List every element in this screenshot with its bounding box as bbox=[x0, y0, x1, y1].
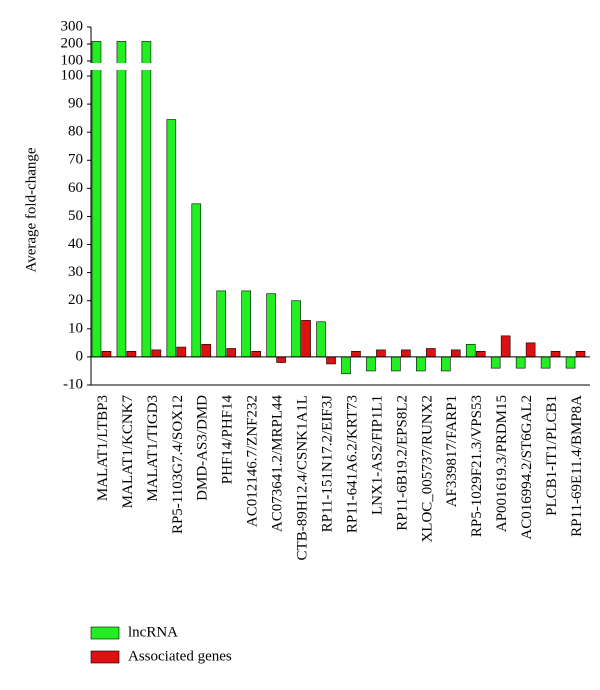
bar bbox=[440, 356, 451, 372]
x-tick-label: RP5-1029F21.3/VPS53 bbox=[469, 395, 485, 537]
bar bbox=[450, 349, 461, 358]
x-tick-label: RP11-151N17.2/EIF3J bbox=[319, 395, 335, 533]
bar bbox=[416, 356, 426, 372]
y-tick-label: 100 bbox=[61, 67, 84, 83]
bar bbox=[241, 290, 251, 358]
x-tick-label: DMD-AS3/DMD bbox=[195, 395, 211, 501]
bar bbox=[176, 346, 187, 358]
y-tick-label: 70 bbox=[68, 152, 83, 168]
bar bbox=[216, 290, 227, 358]
y-axis-label: Average fold-change bbox=[23, 147, 39, 272]
legend-label: lncRNA bbox=[128, 624, 178, 640]
bar bbox=[341, 356, 351, 375]
legend-swatch bbox=[90, 650, 120, 664]
bar bbox=[276, 356, 286, 363]
bar bbox=[266, 293, 276, 358]
y-tick-label: 100 bbox=[61, 52, 84, 68]
bar bbox=[525, 342, 536, 358]
bar bbox=[91, 41, 102, 358]
y-tick-label: 50 bbox=[68, 208, 83, 224]
y-tick-label: -10 bbox=[63, 376, 83, 392]
y-tick-label: 200 bbox=[61, 35, 84, 51]
bar bbox=[401, 349, 411, 358]
bar bbox=[490, 356, 501, 369]
x-tick-label: AC073641.2/MRPL44 bbox=[270, 395, 286, 533]
bar bbox=[166, 119, 177, 358]
bar bbox=[141, 41, 152, 358]
x-tick-label: RP11-641A6.2/KRT73 bbox=[344, 395, 360, 533]
x-tick-label: XLOC_005737/RUNX2 bbox=[419, 395, 435, 543]
axis-break bbox=[85, 63, 590, 70]
bar bbox=[301, 320, 311, 358]
bar bbox=[366, 356, 376, 372]
bar bbox=[201, 343, 212, 358]
bar bbox=[565, 356, 576, 369]
y-tick-label: 90 bbox=[68, 96, 83, 112]
x-tick-label: MALAT1/KCNK7 bbox=[120, 395, 136, 509]
y-tick-label: 80 bbox=[68, 124, 83, 140]
legend-swatch bbox=[90, 626, 120, 640]
bar bbox=[326, 356, 336, 365]
bar bbox=[550, 350, 561, 358]
y-tick-label: 40 bbox=[68, 236, 83, 252]
y-tick-label: 300 bbox=[61, 18, 84, 34]
x-tick-label: RP11-6B19.2/EPS8L2 bbox=[394, 395, 410, 531]
y-tick-label: 0 bbox=[76, 348, 84, 364]
x-tick-label: RP5-1103G7.4/SOX12 bbox=[170, 395, 186, 534]
x-tick-label: LNX1-AS2/FIP1L1 bbox=[369, 395, 385, 515]
y-tick-label: 60 bbox=[68, 180, 83, 196]
bar bbox=[500, 335, 511, 358]
bar bbox=[251, 350, 261, 358]
x-tick-label: MALAT1/TIGD3 bbox=[145, 395, 161, 502]
bar bbox=[391, 356, 401, 372]
bar bbox=[126, 350, 137, 358]
y-tick-label: 10 bbox=[68, 320, 83, 336]
x-tick-label: PLCB1-IT1/PLCB1 bbox=[544, 395, 560, 516]
bar bbox=[226, 348, 237, 358]
bar bbox=[291, 300, 301, 358]
legend-label: Associated genes bbox=[128, 648, 232, 664]
x-tick-label: AC016994.2/ST6GAL2 bbox=[519, 395, 535, 540]
x-tick-label: PHF14/PHF14 bbox=[220, 395, 236, 485]
bar bbox=[191, 203, 202, 358]
bar bbox=[316, 321, 326, 358]
y-tick-label: 30 bbox=[68, 264, 83, 280]
bar bbox=[426, 348, 436, 358]
x-tick-label: RP11-69E11.4/BMP8A bbox=[569, 395, 585, 537]
x-tick-label: AP001619.3/PRDM15 bbox=[494, 395, 510, 532]
bar bbox=[351, 350, 361, 358]
bar bbox=[465, 343, 476, 358]
bar bbox=[101, 350, 112, 358]
x-tick-label: MALAT1/LTBP3 bbox=[95, 395, 111, 501]
bar bbox=[540, 356, 551, 369]
bar bbox=[151, 349, 162, 358]
x-tick-label: AF339817/FARP1 bbox=[444, 395, 460, 507]
x-tick-label: CTB-89H12.4/CSNK1A1L bbox=[295, 395, 311, 560]
x-tick-label: AC012146.7/ZNF232 bbox=[245, 395, 261, 527]
y-tick-label: 20 bbox=[68, 292, 83, 308]
bar bbox=[575, 350, 586, 358]
bar bbox=[116, 41, 127, 358]
bar bbox=[515, 356, 526, 369]
bar bbox=[475, 350, 486, 358]
bar bbox=[376, 349, 386, 358]
